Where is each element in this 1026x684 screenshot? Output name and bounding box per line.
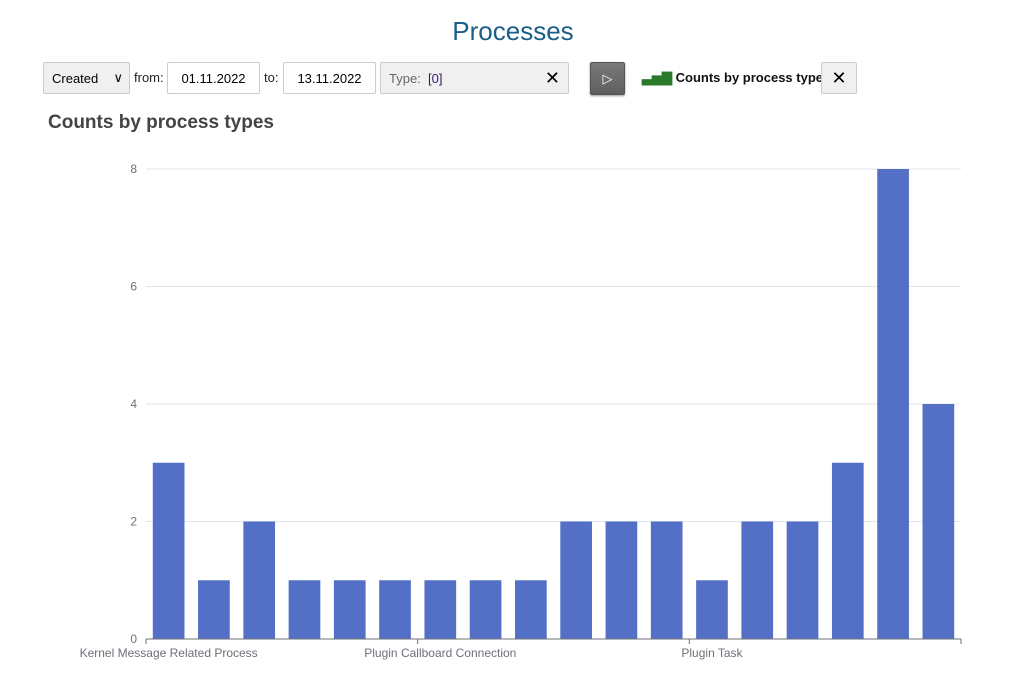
x-tick-label: Plugin Callboard Connection bbox=[364, 646, 516, 660]
y-tick-label: 2 bbox=[130, 515, 137, 529]
y-tick-label: 6 bbox=[130, 280, 137, 294]
bar bbox=[696, 580, 728, 639]
chart-link-label: Counts by process types bbox=[675, 70, 831, 85]
bar bbox=[379, 580, 411, 639]
x-tick-label: Kernel Message Related Process bbox=[80, 646, 258, 660]
from-label: from: bbox=[134, 70, 164, 85]
page-title: Processes bbox=[452, 16, 574, 46]
y-tick-label: 0 bbox=[130, 632, 137, 646]
bar bbox=[922, 404, 955, 639]
close-button[interactable]: ✕ bbox=[821, 62, 857, 94]
chart-link[interactable]: ▃▅▇ Counts by process types bbox=[642, 70, 830, 86]
bar bbox=[605, 521, 638, 639]
bar bbox=[198, 580, 230, 639]
bar bbox=[515, 580, 547, 639]
bar bbox=[877, 169, 909, 639]
close-icon: ✕ bbox=[831, 67, 847, 88]
chart-title: Counts by process types bbox=[48, 112, 274, 133]
to-date-input[interactable]: 13.11.2022 bbox=[283, 62, 376, 94]
y-tick-label: 8 bbox=[130, 162, 137, 176]
bar bbox=[560, 521, 592, 639]
y-tick-label: 4 bbox=[130, 397, 137, 411]
bar bbox=[469, 580, 502, 639]
x-tick-label: Plugin Task bbox=[681, 646, 743, 660]
play-icon: ▷ bbox=[602, 70, 613, 86]
bar bbox=[288, 580, 321, 639]
bar bbox=[650, 521, 683, 639]
run-button[interactable]: ▷ bbox=[590, 62, 625, 95]
bar bbox=[243, 521, 276, 639]
to-label: to: bbox=[264, 70, 279, 85]
bar bbox=[741, 521, 774, 639]
bar bbox=[152, 462, 185, 639]
bar bbox=[333, 580, 366, 639]
clear-icon[interactable]: ✕ bbox=[544, 67, 560, 88]
bar bbox=[786, 521, 819, 639]
bar bbox=[831, 462, 864, 639]
from-date-input[interactable]: 01.11.2022 bbox=[167, 62, 260, 94]
date-field-value: Created bbox=[52, 70, 99, 86]
date-field-select[interactable]: Created ∨ bbox=[43, 62, 130, 94]
type-value: [0] bbox=[428, 70, 443, 86]
type-filter[interactable]: Type: [0] ✕ bbox=[380, 62, 569, 94]
bar bbox=[424, 580, 457, 639]
type-label: Type: bbox=[389, 70, 421, 86]
bar-chart-icon: ▃▅▇ bbox=[642, 70, 672, 85]
chevron-down-icon: ∨ bbox=[113, 70, 123, 85]
